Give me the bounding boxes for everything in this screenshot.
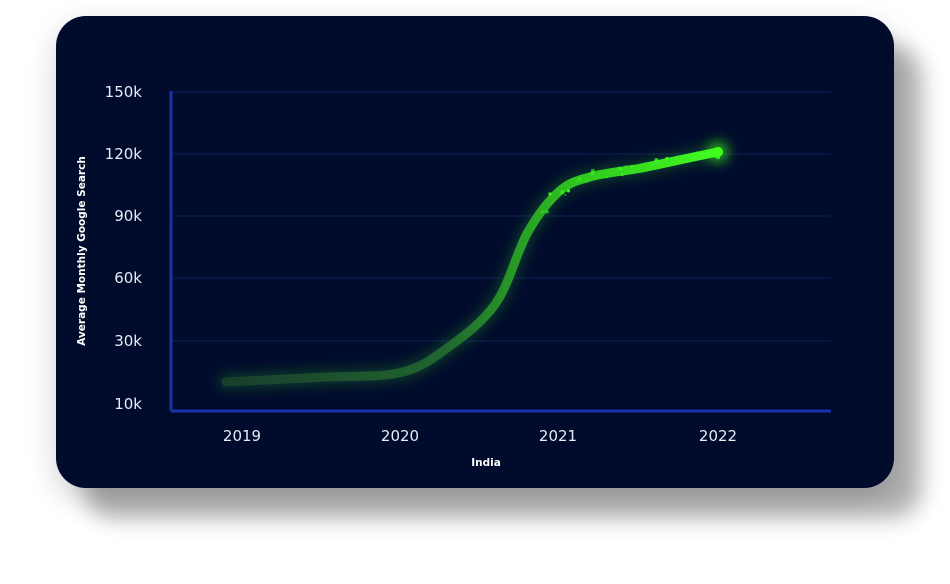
- y-tick-label: 90k: [114, 207, 142, 225]
- y-tick-label: 60k: [114, 269, 142, 287]
- sparkle: [605, 176, 608, 179]
- sparkle: [630, 165, 633, 168]
- sparkle: [541, 210, 544, 213]
- end-point: [713, 146, 723, 157]
- y-axis-title: Average Monthly Google Search: [76, 156, 88, 346]
- x-tick-labels: 2019 2020 2021 2022: [223, 427, 737, 445]
- chart-card: 10k 30k 60k 90k 120k 150k 2019 2020 2021 2022 Av…: [56, 16, 894, 488]
- sparkle: [687, 156, 690, 159]
- x-tick-label: 2020: [381, 427, 419, 445]
- y-tick-label: 120k: [105, 145, 143, 163]
- x-tick-label: 2022: [699, 427, 737, 445]
- sparkle: [590, 171, 594, 176]
- line-chart: 10k 30k 60k 90k 120k 150k 2019 2020 2021 2022 Av…: [76, 83, 831, 469]
- x-axis-title: India: [471, 457, 501, 469]
- data-point: [495, 303, 496, 304]
- data-point: [638, 168, 639, 169]
- data-point: [226, 381, 227, 382]
- y-tick-labels: 10k 30k 60k 90k 120k 150k: [105, 83, 143, 413]
- sparkle: [577, 177, 581, 181]
- y-tick-label: 10k: [114, 395, 142, 413]
- sparkle: [714, 155, 718, 159]
- sparkle: [580, 178, 582, 181]
- axes: [169, 91, 831, 413]
- sparkle: [548, 192, 552, 196]
- y-tick-label: 150k: [105, 83, 143, 101]
- sparkle: [617, 166, 621, 170]
- sparkle: [576, 180, 579, 183]
- data-point: [400, 372, 401, 373]
- sparkle: [706, 151, 709, 155]
- x-tick-label: 2021: [539, 427, 577, 445]
- series-line-glow: [218, 143, 726, 390]
- sparkle: [676, 155, 679, 158]
- sparkle: [587, 181, 589, 183]
- sparkle: [566, 189, 571, 193]
- sparkle: [545, 210, 549, 214]
- sparkle: [564, 194, 567, 196]
- sparkle: [695, 151, 699, 155]
- data-point: [559, 191, 560, 192]
- sparkle: [716, 155, 721, 160]
- sparkle: [620, 173, 624, 177]
- series-line: [221, 147, 723, 387]
- data-point: [527, 232, 528, 233]
- data-point: [321, 377, 322, 378]
- sparkle: [665, 156, 669, 161]
- y-tick-label: 30k: [114, 332, 142, 350]
- data-point: [448, 347, 449, 348]
- series-india: [218, 140, 729, 390]
- sparkle: [624, 165, 627, 168]
- data-point: [591, 176, 592, 177]
- sparkle: [560, 190, 565, 195]
- x-tick-label: 2019: [223, 427, 261, 445]
- sparkle: [654, 158, 659, 163]
- data-point: [678, 160, 679, 161]
